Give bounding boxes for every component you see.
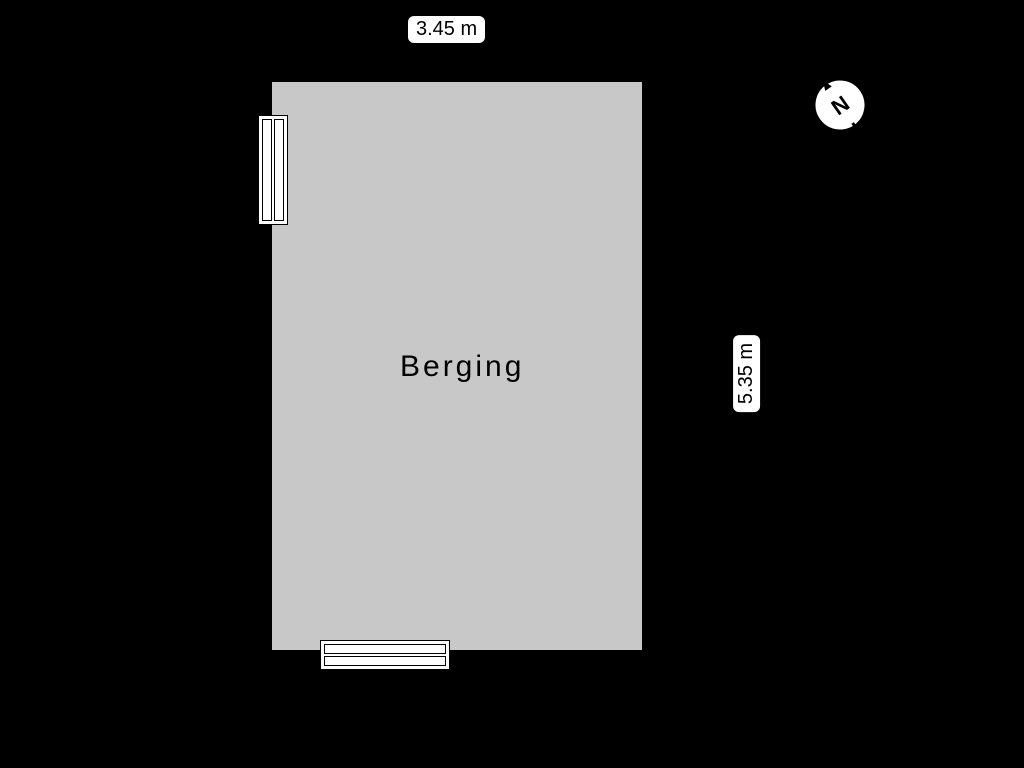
dimension-height-label: 5.35 m [733, 335, 760, 412]
window-opening [258, 115, 288, 225]
room-label: Berging [400, 350, 524, 384]
door-opening [320, 640, 450, 670]
compass-north-icon: N [810, 75, 870, 135]
dimension-width-label: 3.45 m [408, 16, 485, 43]
